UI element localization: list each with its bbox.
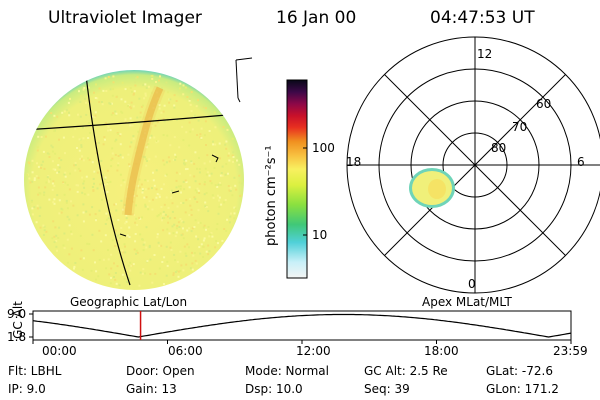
info-seq: Seq: 39 — [364, 382, 410, 396]
mlat-label-70: 70 — [512, 120, 528, 134]
date-label: 16 Jan 00 — [276, 8, 357, 28]
timeline-xtick-4: 23:59 — [553, 344, 588, 358]
earth-disk-image — [24, 57, 253, 290]
timeline-plot — [29, 310, 572, 344]
info-filter: Flt: LBHL — [8, 364, 62, 378]
right-panel-label: Apex MLat/MLT — [422, 295, 512, 309]
timeline-ytick-low: 1.8 — [7, 330, 27, 344]
colorbar — [286, 79, 308, 279]
colorbar-unit-label: photon cm⁻²s⁻¹ — [264, 145, 279, 246]
info-door: Door: Open — [126, 364, 195, 378]
mlat-label-80: 80 — [491, 141, 507, 155]
polar-plot — [346, 36, 600, 294]
timeline-xtick-1: 06:00 — [168, 344, 203, 358]
mlt-label-18: 18 — [346, 155, 362, 169]
mlat-label-60: 60 — [536, 97, 552, 111]
left-panel-label: Geographic Lat/Lon — [70, 295, 188, 309]
mlt-label-0: 0 — [468, 277, 476, 291]
instrument-title: Ultraviolet Imager — [48, 8, 202, 28]
info-ip: IP: 9.0 — [8, 382, 46, 396]
colorbar-tick-100: 100 — [312, 141, 335, 155]
timeline-xtick-0: 00:00 — [42, 344, 77, 358]
info-glat: GLat: -72.6 — [486, 364, 553, 378]
info-mode: Mode: Normal — [245, 364, 329, 378]
info-dsp: Dsp: 10.0 — [245, 382, 303, 396]
timeline-ytick-high: 9.0 — [7, 307, 27, 321]
mlt-label-12: 12 — [477, 47, 493, 61]
info-gc-alt: GC Alt: 2.5 Re — [364, 364, 448, 378]
info-gain: Gain: 13 — [126, 382, 177, 396]
timeline-xtick-3: 18:00 — [424, 344, 459, 358]
mlt-label-6: 6 — [577, 155, 585, 169]
timeline-xtick-2: 12:00 — [296, 344, 331, 358]
polar-aurora-patch — [409, 168, 455, 208]
info-glon: GLon: 171.2 — [486, 382, 559, 396]
time-label: 04:47:53 UT — [430, 8, 535, 28]
colorbar-tick-10: 10 — [312, 228, 328, 242]
